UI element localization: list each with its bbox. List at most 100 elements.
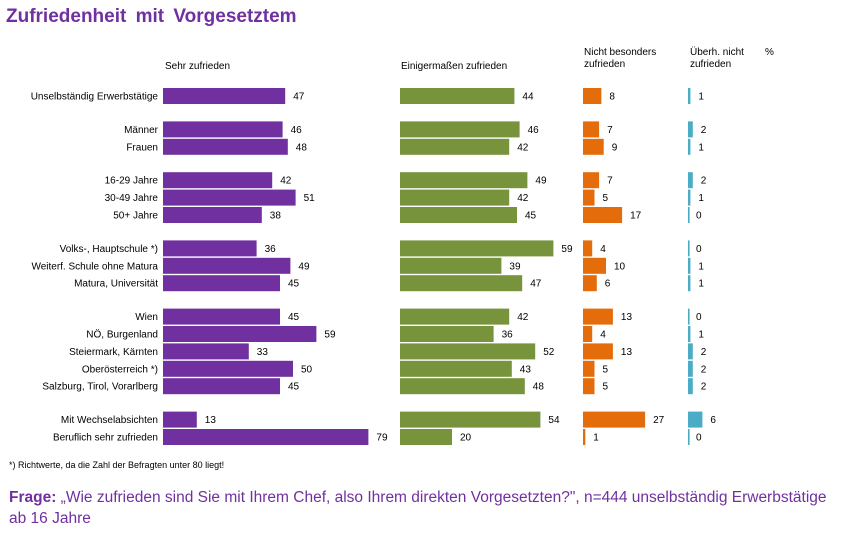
footnote: *) Richtwerte, da die Zahl der Befragten… <box>9 460 225 470</box>
bar-4 <box>688 207 690 223</box>
bar-3 <box>583 343 613 360</box>
bar-1 <box>163 275 280 292</box>
value-label: 1 <box>698 279 704 290</box>
bar-4 <box>688 360 693 377</box>
category-label: Weiterf. Schule ohne Matura <box>31 261 158 272</box>
value-label: 8 <box>609 92 615 103</box>
value-label: 79 <box>376 433 388 444</box>
bar-4 <box>688 121 693 138</box>
bar-1 <box>163 121 283 138</box>
bar-4 <box>688 138 691 155</box>
value-label: 52 <box>543 347 555 358</box>
header-ueberhaupt-nicht-line1: Überh. nicht <box>690 47 744 58</box>
value-label: 6 <box>605 279 611 290</box>
header-percent-unit: % <box>765 47 774 58</box>
value-label: 2 <box>701 364 707 375</box>
value-label: 43 <box>520 364 532 375</box>
header-einigermassen-zufrieden: Einigermaßen zufrieden <box>401 61 508 72</box>
category-label: Unselbständig Erwerbstätige <box>31 92 159 103</box>
value-label: 49 <box>298 261 310 272</box>
value-label: 0 <box>696 312 702 323</box>
value-label: 2 <box>701 347 707 358</box>
value-label: 59 <box>561 244 573 255</box>
value-label: 45 <box>288 312 300 323</box>
value-label: 42 <box>280 176 292 187</box>
value-label: 17 <box>630 211 642 222</box>
value-label: 51 <box>304 193 316 204</box>
value-label: 20 <box>460 433 472 444</box>
bar-1 <box>163 326 317 342</box>
category-label: Männer <box>124 125 159 136</box>
bar-3 <box>583 240 593 257</box>
bar-3 <box>583 138 604 155</box>
value-label: 49 <box>535 176 547 187</box>
value-label: 42 <box>517 312 529 323</box>
category-label: Steiermark, Kärnten <box>69 347 158 358</box>
bar-4 <box>688 411 703 428</box>
bar-2 <box>400 326 494 342</box>
value-label: 5 <box>603 364 609 375</box>
value-label: 46 <box>528 125 540 136</box>
bar-3 <box>583 411 646 428</box>
bar-1 <box>163 257 291 274</box>
value-label: 44 <box>522 92 534 103</box>
header-nicht-besonders-zufrieden: Nicht besonders zufrieden <box>584 47 656 71</box>
value-label: 1 <box>698 193 704 204</box>
bar-2 <box>400 207 517 223</box>
value-label: 5 <box>603 193 609 204</box>
value-label: 54 <box>548 415 560 426</box>
value-label: 7 <box>607 176 613 187</box>
category-label: 16-29 Jahre <box>105 176 159 187</box>
bar-2 <box>400 429 452 445</box>
bar-4 <box>688 378 693 395</box>
value-label: 47 <box>530 279 542 290</box>
value-label: 1 <box>698 330 704 341</box>
bar-3 <box>583 378 595 395</box>
bar-3 <box>583 207 623 223</box>
category-label: NÖ, Burgenland <box>86 329 158 341</box>
value-label: 39 <box>509 261 521 272</box>
header-nicht-besonders-line2: zufrieden <box>584 59 626 70</box>
bar-4 <box>688 189 691 206</box>
bar-1 <box>163 138 288 155</box>
value-label: 59 <box>324 330 336 341</box>
value-label: 42 <box>517 142 529 153</box>
value-label: 13 <box>621 312 633 323</box>
value-label: 27 <box>653 415 665 426</box>
value-label: 2 <box>701 382 707 393</box>
value-label: 1 <box>698 142 704 153</box>
bar-3 <box>583 189 595 206</box>
bar-1 <box>163 207 262 223</box>
question-label: Frage: <box>9 489 57 506</box>
chart-title: Zufriedenheit mit Vorgesetztem <box>6 6 297 27</box>
bar-1 <box>163 411 197 428</box>
header-ueberhaupt-nicht-line2: zufrieden <box>690 59 732 70</box>
value-label: 2 <box>701 176 707 187</box>
header-ueberhaupt-nicht-zufrieden: Überh. nicht zufrieden <box>690 47 744 71</box>
category-label: Matura, Universität <box>74 279 158 290</box>
bar-4 <box>688 429 690 445</box>
bar-2 <box>400 138 510 155</box>
value-label: 4 <box>600 244 606 255</box>
bar-3 <box>583 121 600 138</box>
bar-3 <box>583 172 600 189</box>
bar-4 <box>688 275 691 292</box>
bar-4 <box>688 326 691 342</box>
value-label: 7 <box>607 125 613 136</box>
category-label: Wien <box>135 312 158 323</box>
bar-1 <box>163 360 293 377</box>
value-label: 1 <box>593 433 599 444</box>
value-label: 45 <box>525 211 537 222</box>
category-label: Mit Wechselabsichten <box>61 415 158 426</box>
bar-1 <box>163 378 280 395</box>
bar-4 <box>688 240 690 257</box>
category-label: Salzburg, Tirol, Vorarlberg <box>42 382 158 393</box>
bar-3 <box>583 326 593 342</box>
value-label: 50 <box>301 364 313 375</box>
bar-3 <box>583 360 595 377</box>
category-label: 50+ Jahre <box>113 211 158 222</box>
value-label: 42 <box>517 193 529 204</box>
bar-2 <box>400 308 510 325</box>
bar-2 <box>400 378 525 395</box>
